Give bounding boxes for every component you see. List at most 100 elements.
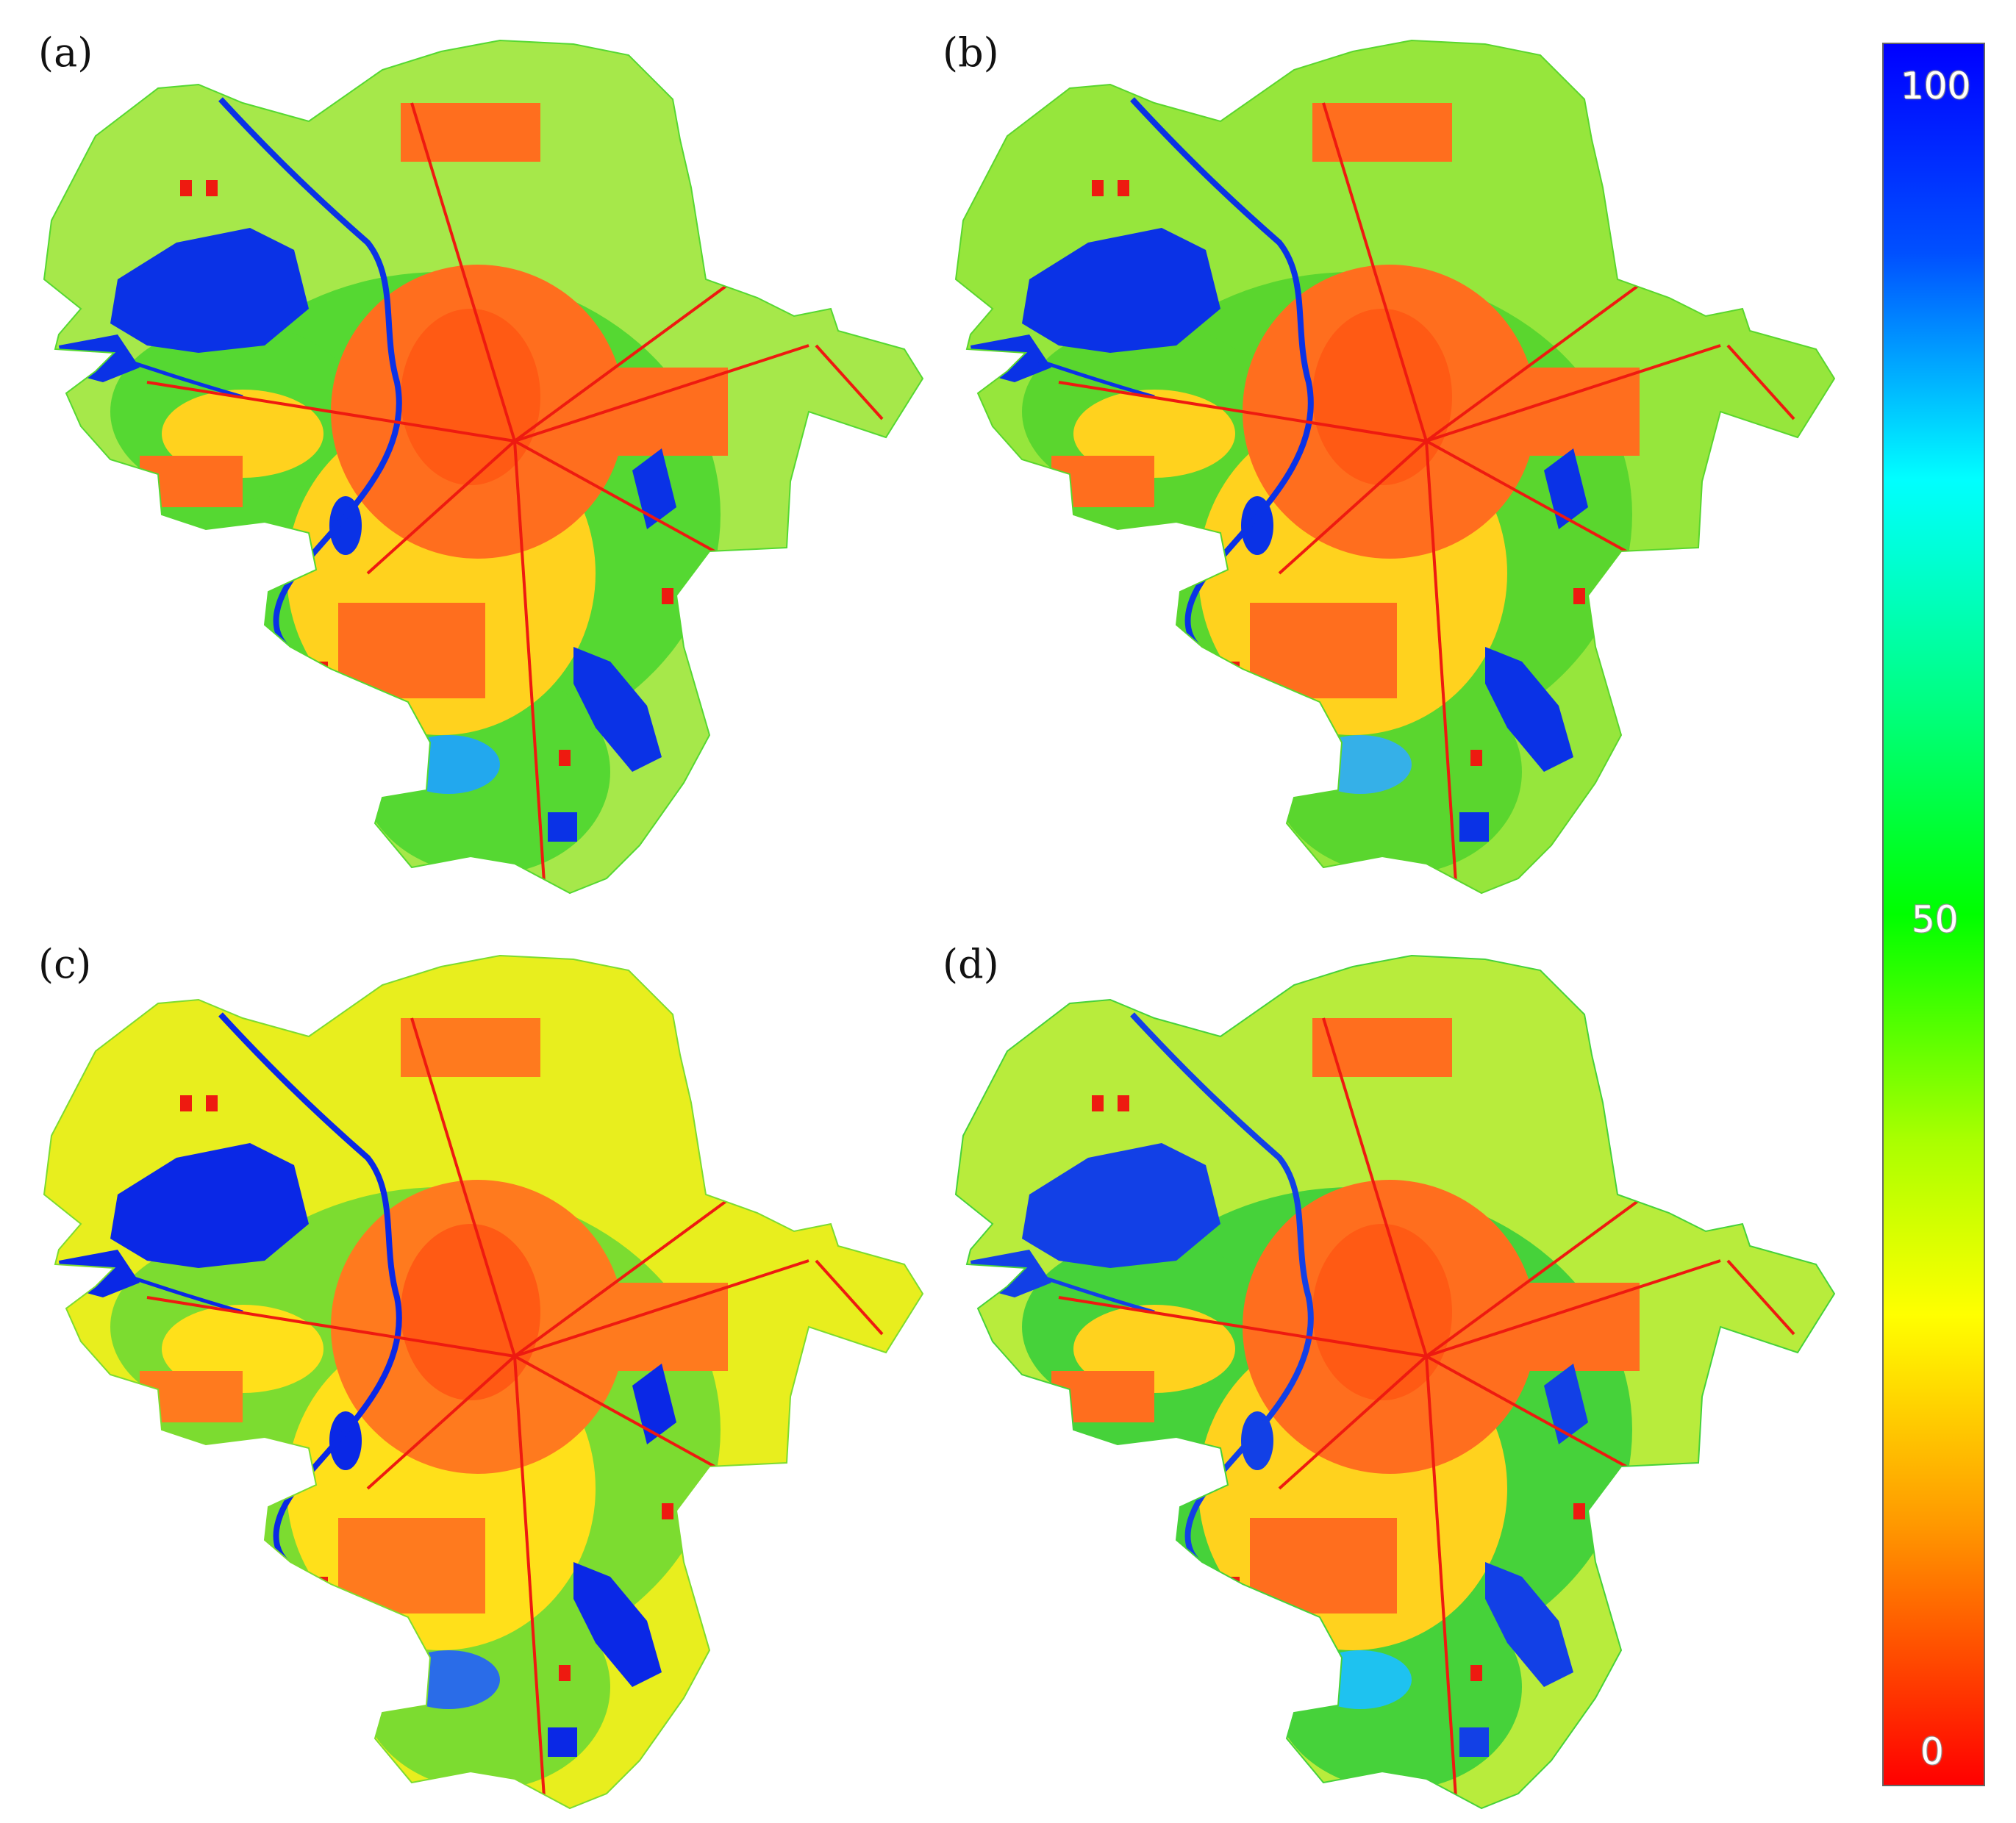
- water-east-lake: [1544, 448, 1588, 529]
- rail-line-6: [514, 440, 729, 560]
- rail-line-5: [1322, 1017, 1428, 1357]
- wetland-south: [397, 1650, 500, 1709]
- rail-line-1: [514, 344, 809, 443]
- urban-block-3: [154, 1444, 166, 1461]
- urban-block-5: [559, 1665, 571, 1681]
- urban-block-1: [180, 1095, 192, 1111]
- panel-label-d: (d): [943, 941, 999, 987]
- rail-line-4: [1058, 1296, 1427, 1358]
- water-east-lake: [1544, 1364, 1588, 1444]
- rail-line-4: [1058, 381, 1427, 443]
- map-regions: [956, 956, 1834, 1808]
- land-urban-east: [1522, 1283, 1640, 1371]
- land-urban-east: [610, 368, 728, 456]
- urban-block-1: [1092, 180, 1104, 196]
- rail-line-3: [513, 440, 546, 883]
- land-urban-south: [338, 603, 485, 698]
- rail-line-8: [1726, 1259, 1795, 1336]
- urban-block-3: [1066, 1444, 1078, 1461]
- wetland-south: [1309, 1650, 1412, 1709]
- rail-line-3: [1425, 1355, 1457, 1798]
- rail-line-8: [815, 1259, 884, 1336]
- land-urban-south: [1250, 1518, 1397, 1614]
- water-south-pond: [1459, 812, 1489, 842]
- water-northwest: [1022, 228, 1220, 353]
- urban-block-2: [1118, 1095, 1129, 1111]
- rail-line-6: [514, 1355, 729, 1475]
- legend-tick-0: 0: [1920, 1730, 1944, 1773]
- urban-block-4: [1573, 588, 1585, 604]
- rail-line-7: [366, 1355, 516, 1490]
- panel-label-b: (b): [943, 29, 999, 76]
- map-panel-b: (b): [912, 0, 1838, 912]
- urban-block-4: [662, 1503, 673, 1519]
- water-east-lake: [632, 1364, 676, 1444]
- rail-line-3: [513, 1355, 546, 1798]
- rail-line-1: [514, 1259, 809, 1358]
- water-south-pond: [548, 1727, 577, 1757]
- city-boundary: [43, 39, 924, 895]
- map-regions: [956, 40, 1834, 893]
- water-southeast-lake: [1485, 1562, 1573, 1687]
- urban-block-4: [662, 588, 673, 604]
- map-regions: [44, 956, 923, 1808]
- urban-block-3: [1066, 529, 1078, 545]
- urban-block-3: [154, 529, 166, 545]
- rail-line-6: [1426, 1355, 1640, 1475]
- rail-line-4: [146, 1296, 515, 1358]
- city-boundary: [43, 954, 924, 1810]
- urban-block-1: [180, 180, 192, 196]
- wetland-south: [397, 735, 500, 794]
- rail-line-2: [513, 1193, 737, 1358]
- land-city-core: [401, 1224, 540, 1400]
- rail-line-5: [410, 102, 516, 442]
- wetland-south: [1309, 735, 1412, 794]
- city-boundary: [954, 39, 1836, 895]
- land-urban-north: [1312, 103, 1452, 162]
- urban-block-1: [1092, 1095, 1104, 1111]
- urban-block-2: [206, 1095, 218, 1111]
- map-b: [954, 39, 1836, 895]
- land-urban-west: [140, 1371, 243, 1422]
- rail-line-1: [1426, 344, 1721, 443]
- rail-line-7: [1278, 1355, 1428, 1490]
- land-city-core: [1312, 309, 1452, 485]
- land-urban-north: [401, 103, 540, 162]
- legend-tick-100: 100: [1901, 65, 1971, 107]
- rail-line-2: [513, 278, 737, 443]
- rail-line-2: [1425, 278, 1648, 443]
- land-urban-north: [401, 1018, 540, 1077]
- urban-block-2: [206, 180, 218, 196]
- map-panel-a: (a): [0, 0, 926, 912]
- land-city-core: [1312, 1224, 1452, 1400]
- rail-line-2: [1425, 1193, 1648, 1358]
- water-southeast-lake: [573, 647, 662, 772]
- land-urban-south: [1250, 603, 1397, 698]
- rail-line-5: [410, 1017, 516, 1357]
- rail-line-8: [815, 344, 884, 420]
- land-urban-west: [1051, 456, 1154, 507]
- rail-line-7: [1278, 440, 1428, 575]
- land-urban-west: [140, 456, 243, 507]
- land-urban-east: [1522, 368, 1640, 456]
- water-northwest: [1022, 1143, 1220, 1268]
- land-urban-west: [1051, 1371, 1154, 1422]
- legend-color-bar: [1882, 43, 1985, 1786]
- water-southeast-lake: [573, 1562, 662, 1687]
- rail-line-1: [1426, 1259, 1721, 1358]
- water-northwest: [110, 228, 309, 353]
- rail-line-7: [366, 440, 516, 575]
- panel-label-c: (c): [38, 941, 92, 987]
- city-boundary: [954, 954, 1836, 1810]
- map-d: [954, 954, 1836, 1810]
- rail-line-6: [1426, 440, 1640, 560]
- rail-line-5: [1322, 102, 1428, 442]
- rail-line-4: [146, 381, 515, 443]
- water-northwest: [110, 1143, 309, 1268]
- water-east-lake: [632, 448, 676, 529]
- land-urban-north: [1312, 1018, 1452, 1077]
- land-urban-south: [338, 1518, 485, 1614]
- water-south-pond: [548, 812, 577, 842]
- urban-block-5: [559, 750, 571, 766]
- water-south-pond: [1459, 1727, 1489, 1757]
